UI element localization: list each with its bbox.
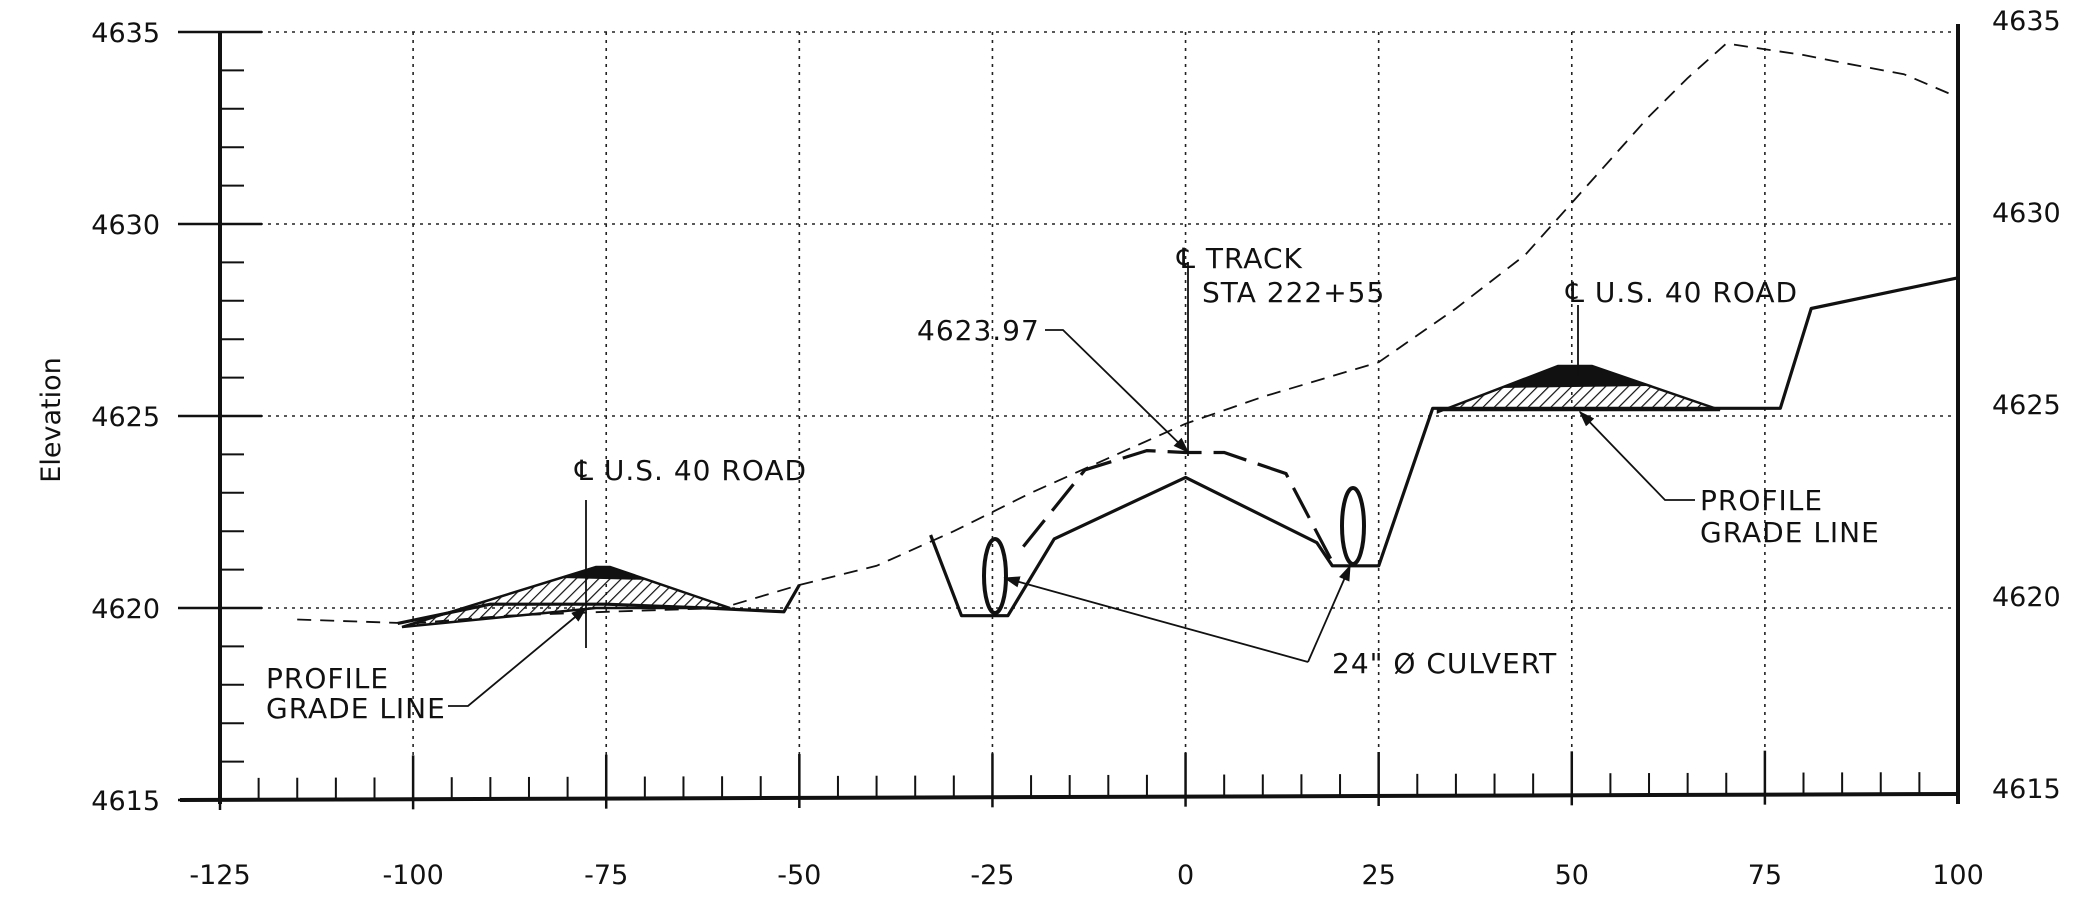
culvert-left (982, 537, 1008, 615)
y-tick-label-left: 4625 (91, 402, 160, 433)
road-section-left (401, 500, 731, 648)
track-station-label: STA 222+55 (1202, 276, 1385, 309)
profile-series-3 (929, 276, 1959, 618)
road-fill-left (401, 565, 731, 629)
road-left-label: ℄ U.S. 40 ROAD (574, 454, 807, 487)
x-tick-label: 75 (1748, 860, 1782, 891)
x-tick-label: 25 (1361, 860, 1395, 891)
track-cl-label: ℄ TRACK (1176, 242, 1303, 275)
y-tick-label-left: 4630 (91, 210, 160, 241)
y-axis-title: Elevation (36, 357, 67, 482)
x-tick-label: 50 (1555, 860, 1589, 891)
y-tick-label-right: 4615 (1992, 774, 2061, 805)
plot-frame (179, 24, 1960, 804)
culvert-right (1340, 486, 1366, 566)
leader-lines (448, 329, 1695, 707)
x-tick-label: -125 (189, 860, 250, 891)
y-tick-label-left: 4635 (91, 18, 160, 49)
track-elevation-label: 4623.97 (917, 314, 1040, 347)
y-tick-label-right: 4625 (1992, 390, 2061, 421)
profile-right-label-1: PROFILE (1700, 484, 1823, 517)
annotations: ℄ TRACK STA 222+55 4623.97 ℄ U.S. 40 ROA… (266, 242, 1880, 725)
road-right-label: ℄ U.S. 40 ROAD (1565, 276, 1798, 309)
road-pavement-right (1500, 366, 1650, 388)
culvert-label: 24" Ø CULVERT (1332, 647, 1557, 680)
x-tick-label: -50 (777, 860, 821, 891)
profile-right-label-2: GRADE LINE (1700, 516, 1880, 549)
y-tick-label-left: 4615 (91, 786, 160, 817)
road-section-right (1436, 305, 1721, 414)
profile-left-label-1: PROFILE (266, 662, 389, 695)
y-tick-label-right: 4635 (1992, 6, 2061, 37)
profile-left-label-2: GRADE LINE (266, 692, 446, 725)
y-tick-label-left: 4620 (91, 594, 160, 625)
x-tick-label: 0 (1177, 860, 1194, 891)
profile-series-4 (1022, 448, 1334, 563)
axis-ticks (178, 30, 1960, 810)
y-tick-label-right: 4620 (1992, 582, 2061, 613)
tick-labels: -125 -100 -75 -50 -25 0 25 50 75 100 4615 4620 4625 4… (91, 6, 2060, 891)
x-tick-label: -75 (584, 860, 628, 891)
x-tick-label: 100 (1932, 860, 1984, 891)
road-pavement-left (560, 567, 650, 580)
x-tick-label: -25 (970, 860, 1014, 891)
y-tick-label-right: 4630 (1992, 198, 2061, 229)
x-tick-label: -100 (382, 860, 443, 891)
grid (220, 31, 1958, 800)
